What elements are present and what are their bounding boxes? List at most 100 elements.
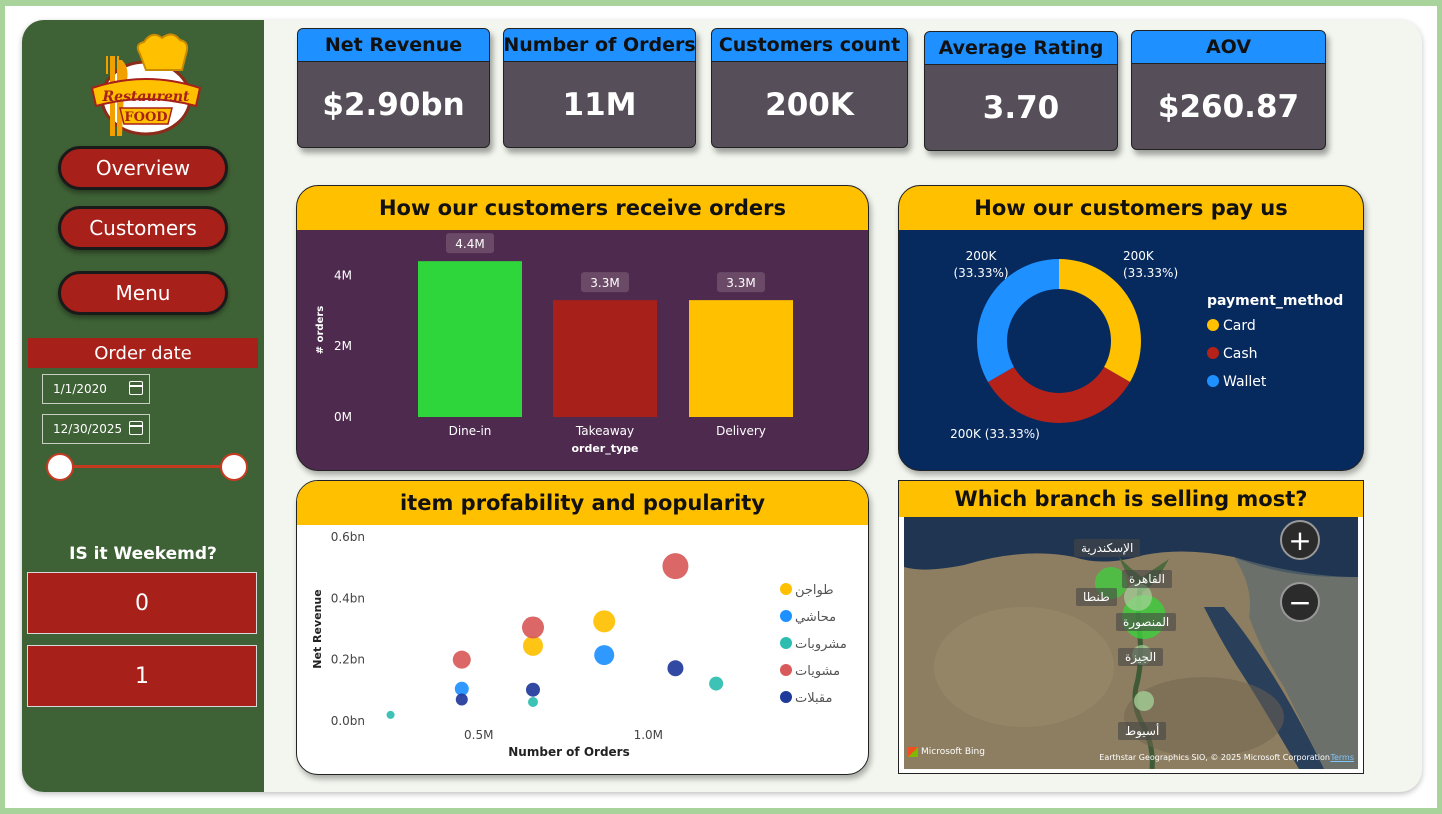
- slice-data-label: 200K: [966, 249, 998, 263]
- kpi-value: $260.87: [1157, 88, 1300, 125]
- scatter-point: [452, 650, 471, 669]
- slice-data-label: 200K: [1123, 249, 1155, 263]
- nav-menu-button[interactable]: Menu: [58, 271, 228, 315]
- kpi-label: Customers count: [712, 29, 907, 62]
- kpi-number-of-orders: Number of Orders 11M: [503, 28, 696, 148]
- scatter-point: [593, 610, 616, 633]
- kpi-customers-count: Customers count 200K: [711, 28, 908, 148]
- donut-slice-wallet: [977, 259, 1059, 382]
- scatter-point: [526, 682, 540, 697]
- x-tick-label: 1.0M: [634, 728, 663, 742]
- nav-overview-button[interactable]: Overview: [58, 146, 228, 190]
- kpi-label: AOV: [1132, 31, 1325, 64]
- provider-text: Microsoft Bing: [921, 747, 985, 757]
- legend-label: Card: [1223, 318, 1256, 334]
- x-axis-title: Number of Orders: [508, 745, 629, 759]
- y-tick-label: 0.4bn: [331, 591, 365, 605]
- map-terms-link[interactable]: Terms: [1330, 753, 1354, 762]
- y-tick-label: 0.0bn: [331, 714, 365, 728]
- bing-provider: Microsoft Bing: [908, 747, 985, 757]
- kpi-label: Number of Orders: [504, 29, 695, 62]
- legend-marker: [780, 583, 792, 595]
- y-tick-label: 0.6bn: [331, 530, 365, 544]
- kpi-aov: AOV $260.87: [1131, 30, 1326, 150]
- zoom-in-button[interactable]: +: [1280, 520, 1320, 560]
- bar-delivery: [689, 300, 793, 417]
- x-tick-label: Dine-in: [449, 424, 492, 438]
- order-date-title: Order date: [28, 338, 258, 368]
- branch-map-card: Which branch is selling most? الإسكندرية…: [898, 480, 1364, 774]
- chart-title: item profability and popularity: [297, 481, 868, 525]
- nav-customers-button[interactable]: Customers: [58, 206, 228, 250]
- scatter-point: [454, 681, 469, 696]
- y-tick-label: 4M: [334, 268, 352, 282]
- chef-hat-icon: [136, 33, 189, 71]
- legend-marker: [780, 691, 792, 703]
- y-tick-label: 0M: [334, 410, 352, 424]
- calendar-icon[interactable]: [129, 421, 143, 435]
- restaurant-food-logo: Restaurent FOOD: [90, 33, 202, 136]
- scatter-point: [523, 635, 543, 656]
- legend-marker: [1207, 375, 1219, 387]
- legend-title: payment_method: [1207, 293, 1343, 309]
- legend-marker: [1207, 347, 1219, 359]
- legend-marker: [780, 664, 792, 676]
- scatter-point: [709, 676, 724, 691]
- calendar-icon[interactable]: [129, 381, 143, 395]
- branch-label: المنصورة: [1116, 613, 1177, 631]
- y-axis-title: # orders: [315, 306, 326, 355]
- branch-bubble-assiut[interactable]: [1134, 691, 1154, 711]
- weekend-option-1[interactable]: 1: [27, 645, 257, 707]
- legend-marker: [780, 610, 792, 622]
- scatter-point: [455, 693, 468, 706]
- weekend-slicer-title: IS it Weekemd?: [69, 544, 217, 564]
- kpi-label: Average Rating: [925, 32, 1117, 65]
- logo-text-bottom: FOOD: [124, 110, 167, 125]
- bar-takeaway: [553, 300, 657, 417]
- payment-method-donut-chart: 200K (33.33%) 200K (33.33%) 200K (33.33%) pay…: [950, 249, 1343, 441]
- data-label: 3.3M: [726, 276, 755, 290]
- chart-title: How our customers receive orders: [297, 186, 868, 230]
- kpi-label: Net Revenue: [298, 29, 489, 62]
- legend-label: مقبلات: [795, 691, 832, 706]
- y-tick-label: 2M: [334, 339, 352, 353]
- chart-title: How our customers pay us: [899, 186, 1363, 230]
- start-date-input[interactable]: 1/1/2020: [42, 374, 150, 404]
- x-tick-label: Takeaway: [575, 424, 634, 438]
- branch-label: القاهرة: [1122, 570, 1172, 588]
- kpi-net-revenue: Net Revenue $2.90bn: [297, 28, 490, 148]
- payment-method-chart-card: How our customers pay us 200K (33.33%) 200…: [898, 185, 1364, 471]
- legend-label: Cash: [1223, 346, 1258, 362]
- sidebar: Restaurent FOOD Overview Customers Menu …: [22, 20, 264, 792]
- branch-label: الإسكندرية: [1074, 539, 1141, 557]
- y-tick-label: 0.2bn: [331, 653, 365, 667]
- x-tick-label: Delivery: [716, 424, 766, 438]
- data-label-bg: [581, 272, 629, 293]
- donut-slice-cash: [987, 367, 1131, 423]
- scatter-point: [522, 616, 544, 639]
- item-profitability-chart-card: item profability and popularity 0.0bn 0.2…: [296, 480, 869, 775]
- order-type-chart-card: How our customers receive orders 0M 2M 4M #…: [296, 185, 869, 471]
- branch-bubble-cairo[interactable]: [1124, 583, 1152, 611]
- date-range-start-handle[interactable]: [46, 453, 74, 481]
- date-range-end-handle[interactable]: [220, 453, 248, 481]
- zoom-out-button[interactable]: −: [1280, 582, 1320, 622]
- map-title: Which branch is selling most?: [899, 481, 1363, 517]
- data-label: 4.4M: [455, 237, 484, 251]
- data-label: 3.3M: [590, 276, 619, 290]
- legend-label: مشروبات: [795, 637, 847, 652]
- x-axis-title: order_type: [571, 442, 638, 455]
- branch-map[interactable]: الإسكندرية القاهرة طنطا المنصورة الجيزة …: [904, 517, 1358, 769]
- end-date-input[interactable]: 12/30/2025: [42, 414, 150, 444]
- kpi-value: 3.70: [982, 89, 1060, 126]
- legend-marker: [1207, 319, 1219, 331]
- scatter-point: [662, 553, 689, 580]
- kpi-value: 200K: [765, 86, 854, 123]
- map-attribution: Earthstar Geographics SIO, © 2025 Micros…: [1099, 753, 1330, 762]
- legend-label: مشويات: [795, 664, 840, 679]
- weekend-option-0[interactable]: 0: [27, 572, 257, 634]
- legend-label: Wallet: [1223, 374, 1267, 390]
- dashboard-canvas: Restaurent FOOD Overview Customers Menu …: [22, 20, 1422, 792]
- kpi-average-rating: Average Rating 3.70: [924, 31, 1118, 151]
- date-range-slider-track[interactable]: [60, 465, 234, 468]
